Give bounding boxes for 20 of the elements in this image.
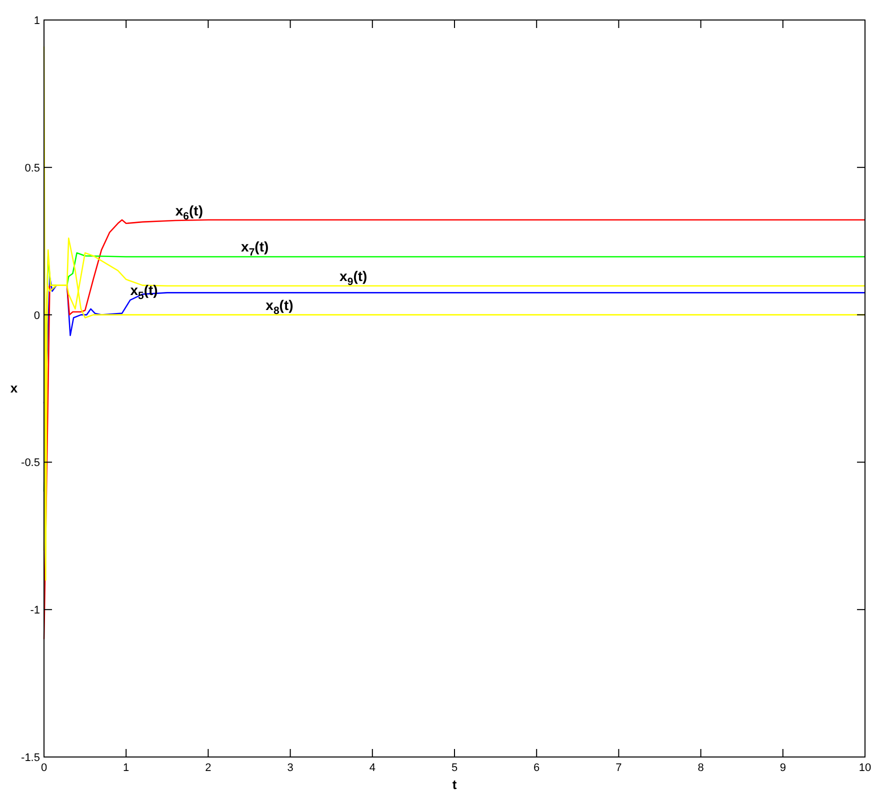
annotation: x$_{7}$(t)	[241, 238, 269, 260]
x-tick-label: 1	[123, 762, 130, 774]
x-tick-label: 7	[616, 762, 622, 774]
x-tick-label: 6	[534, 762, 540, 774]
x-tick-label: 5	[451, 762, 458, 774]
x-tick-label: 8	[698, 762, 704, 774]
x-tick-label: 4	[369, 762, 376, 774]
y-tick-label: -1.5	[21, 752, 40, 764]
y-tick-label: 1	[34, 15, 40, 27]
y-tick-label: -0.5	[21, 457, 40, 470]
y-tick-label: 0	[34, 310, 40, 322]
x-tick-label: 3	[287, 762, 294, 774]
y-tick-label: 0.5	[24, 162, 40, 174]
x-tick-label: 10	[858, 762, 871, 774]
x-tick-label: 2	[205, 762, 212, 774]
y-tick-label: -1	[30, 604, 40, 617]
x-axis-title: t	[452, 777, 458, 792]
annotation: x$_{9}$(t)	[340, 268, 368, 288]
x-tick-label: 9	[780, 762, 786, 774]
y-axis-title: x	[10, 380, 18, 396]
